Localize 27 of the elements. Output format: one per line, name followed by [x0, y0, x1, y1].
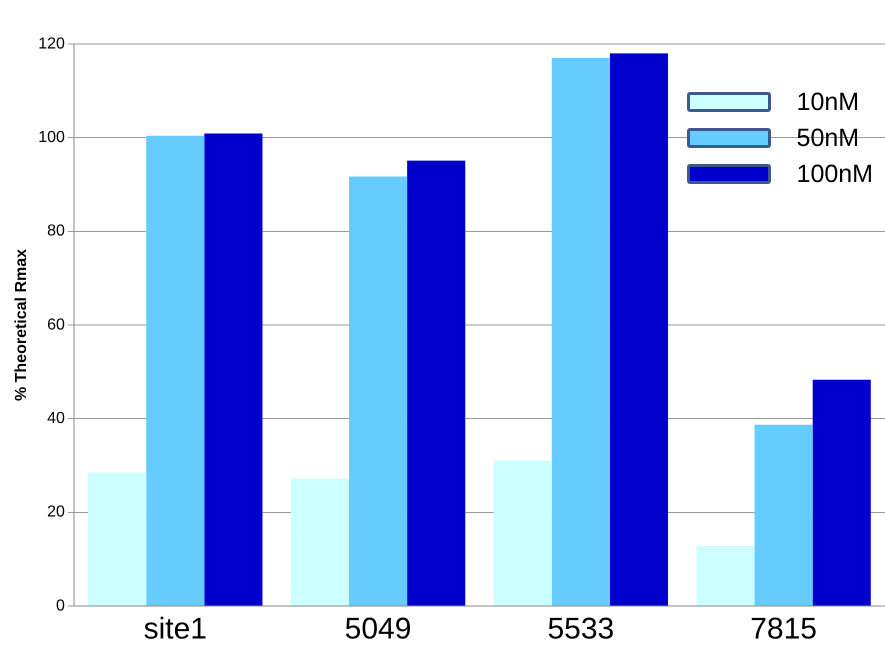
bar: [407, 160, 466, 606]
x-tick-label: 5533: [547, 612, 614, 646]
x-tick-label: site1: [144, 612, 207, 646]
bar: [754, 424, 813, 606]
bar: [812, 380, 871, 606]
bar: [696, 546, 755, 606]
bar: [204, 133, 262, 606]
legend-label: 50nM: [796, 124, 860, 152]
y-tick-label: 100: [38, 129, 65, 146]
bar: [610, 53, 668, 606]
y-tick-label: 60: [47, 316, 65, 334]
legend-label: 10nM: [796, 88, 860, 116]
x-tick-label: 5049: [344, 612, 412, 646]
legend-label: 100nM: [796, 160, 873, 188]
bar: [494, 460, 552, 606]
y-tick-label: 0: [56, 597, 65, 614]
y-tick-label: 20: [47, 504, 65, 521]
bar: [146, 136, 204, 606]
bar: [88, 472, 146, 606]
bar: [552, 58, 610, 606]
y-tick-label: 120: [38, 35, 65, 52]
bar: [290, 478, 349, 606]
bar: [348, 176, 408, 606]
x-tick-label: 7815: [750, 612, 817, 646]
y-tick-label: 80: [47, 222, 65, 240]
y-tick-label: 40: [47, 410, 65, 428]
y-axis-title: % Theoretical Rmax: [13, 248, 30, 402]
